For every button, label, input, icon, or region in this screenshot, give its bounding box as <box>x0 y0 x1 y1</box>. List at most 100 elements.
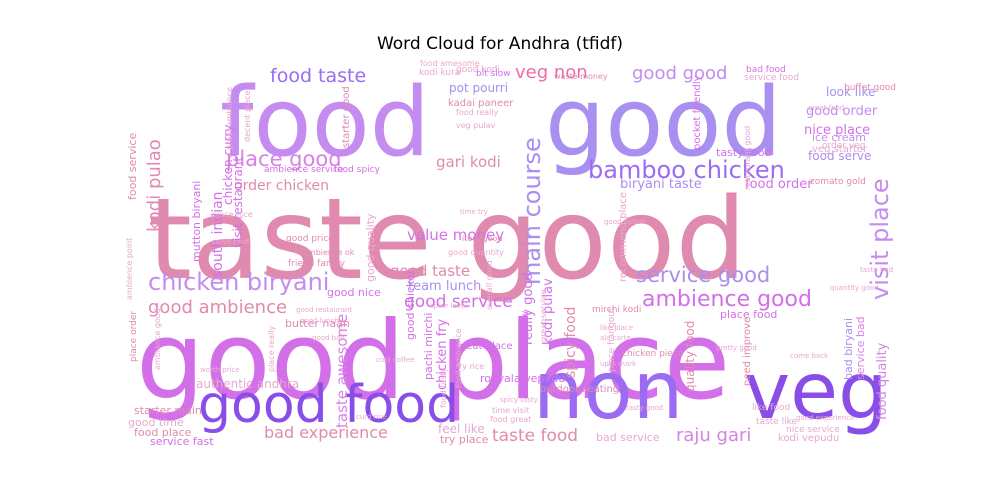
word-like-food: like food <box>752 403 790 413</box>
word-starter-main: starter main <box>134 404 202 417</box>
word-time-visit: time visit <box>492 406 529 415</box>
word-chicken-fry: chicken fry <box>435 318 450 390</box>
word-food-taste: food taste <box>270 65 366 87</box>
word-spice-level: spice level <box>430 302 467 310</box>
word-come-back: come back <box>790 352 829 360</box>
word-food-amesome: food amesome <box>420 59 480 68</box>
word-really-good: really good <box>521 273 536 345</box>
word-bamboo-chicken: bamboo chicken <box>588 156 785 184</box>
word-order-veg: order veg <box>822 141 865 151</box>
word-place-hangout: place hangout <box>607 307 617 372</box>
word-taste-bad: taste bad <box>860 266 893 274</box>
word-place-really: place really <box>267 326 276 372</box>
word-good-quantity: good quantity <box>448 248 504 257</box>
cloud-background <box>128 60 898 445</box>
word-kodi-vepudu: kodi vepudu <box>778 433 839 444</box>
word-bad-service: bad service <box>596 431 660 444</box>
word-good-quality: good quality <box>364 213 377 282</box>
word-veg-non: veg non <box>515 62 588 83</box>
word-butter-naan: butter naan <box>285 317 350 330</box>
word-good-restaurant: good restaurant <box>296 306 352 314</box>
word-good-time: good time <box>128 416 184 429</box>
word-authentic-andhra: authentic andhra <box>196 377 299 391</box>
word-buffet-good: buffet good <box>844 83 896 93</box>
word-good-good: good good <box>632 63 727 84</box>
word-cold-coffee: cold coffee <box>376 356 414 364</box>
word-recommend-place: recommend place <box>618 192 629 282</box>
word-chicken-biryani: chicken biryani <box>148 268 329 296</box>
word-south-indian: south indian <box>210 191 226 278</box>
word-bad-food: bad food <box>746 65 786 75</box>
word-upto-mark: upto mark <box>600 360 637 368</box>
word-great-ambience: great ambience <box>225 87 234 150</box>
word-good: good <box>545 68 782 178</box>
word-item-good: item good <box>462 234 503 243</box>
word-great-place: great place <box>456 341 513 352</box>
word-service-food: service food <box>744 73 799 83</box>
word-ala-carte: ala carte <box>600 334 631 342</box>
word-team-lunch: team lunch <box>408 279 481 294</box>
word-nice-place: nice place <box>804 123 870 138</box>
word-good-price: good price <box>286 234 334 244</box>
word-try-place: try place <box>440 433 489 446</box>
word-service-good: service good <box>636 263 770 287</box>
word-curd-rice: curd rice <box>356 413 387 421</box>
word-good-lunch: good lunch <box>300 317 339 325</box>
word-good-option: good option <box>604 218 646 226</box>
word-place-order: place order <box>129 311 139 362</box>
word-good-bad: good bad <box>312 334 345 342</box>
word-fry-rice: fry rice <box>456 362 484 371</box>
word-bit-slow: bit slow <box>476 69 511 79</box>
word-food-ambience: food ambience <box>454 328 463 388</box>
word-bad-experience: bad experience <box>264 423 388 442</box>
word-chicken-piece: chicken piece <box>622 349 684 359</box>
word-place-nice: place nice <box>212 210 253 219</box>
word-pocket-friendly: pocket friendly <box>692 75 703 150</box>
word-food-place: food place <box>134 426 192 439</box>
word-ambience-service: ambience service <box>264 165 344 175</box>
word-veg-pulav: veg pulav <box>456 121 496 130</box>
word-taste-good: taste good <box>148 175 747 305</box>
word-kodi-kura: kodi kura <box>419 68 460 78</box>
word-food-service: food service <box>126 133 139 200</box>
word-spicy-tasty: spicy tasty <box>500 396 538 404</box>
word-nice-service: nice service <box>786 425 840 435</box>
word-pachi-mirchi: pachi mirchi <box>422 313 435 380</box>
word-good-chicken: good chicken <box>404 267 417 340</box>
word-taste-like: taste like <box>756 417 798 427</box>
word-tasty-food: tasty food <box>716 146 771 159</box>
word-place-good: place good <box>226 147 342 171</box>
word-food-spicy: food spicy <box>334 165 381 175</box>
word-good-kodi: good kodi <box>456 65 500 75</box>
word-mutton-biryani: mutton biryani <box>190 181 203 262</box>
word-food-quality: food quality <box>875 342 890 420</box>
word-food-serve: food serve <box>808 149 871 163</box>
word-main-course: main course <box>518 137 546 285</box>
word-kodi-pulav: kodi pulav <box>541 278 556 345</box>
word-chicken-curry: chicken curry <box>221 125 235 205</box>
word-time-try: time try <box>460 208 488 216</box>
word-look-like: look like <box>826 85 875 99</box>
word-food-great: food great <box>490 415 531 424</box>
word-ice-cream: ice cream <box>812 131 866 144</box>
word-raju-gari: raju gari <box>676 425 751 446</box>
word-veg: veg <box>744 347 888 437</box>
word-biryani-taste: biryani taste <box>620 177 702 192</box>
word-decent-place: decent place <box>243 90 252 142</box>
word-good-place: good place <box>136 299 730 424</box>
word-ambience-ok: ambience ok <box>303 248 355 257</box>
word-service-fast: service fast <box>150 435 214 448</box>
word-need-improve: need improve <box>742 317 753 386</box>
word-taste-food: taste food <box>492 426 578 446</box>
word-good-experience: good experience <box>796 414 854 422</box>
word-restaurant-good: restaurant good <box>743 126 752 190</box>
word-veg-starter: veg starter <box>812 144 868 155</box>
word-waste-money: waste money <box>554 72 608 81</box>
word-kadai-paneer: kadai paneer <box>448 98 514 109</box>
word-pot-pourri: pot pourri <box>449 81 508 95</box>
word-non: non <box>533 344 683 437</box>
word-food-really: food really <box>456 108 499 117</box>
word-quantity-good: quantity good <box>830 284 879 292</box>
